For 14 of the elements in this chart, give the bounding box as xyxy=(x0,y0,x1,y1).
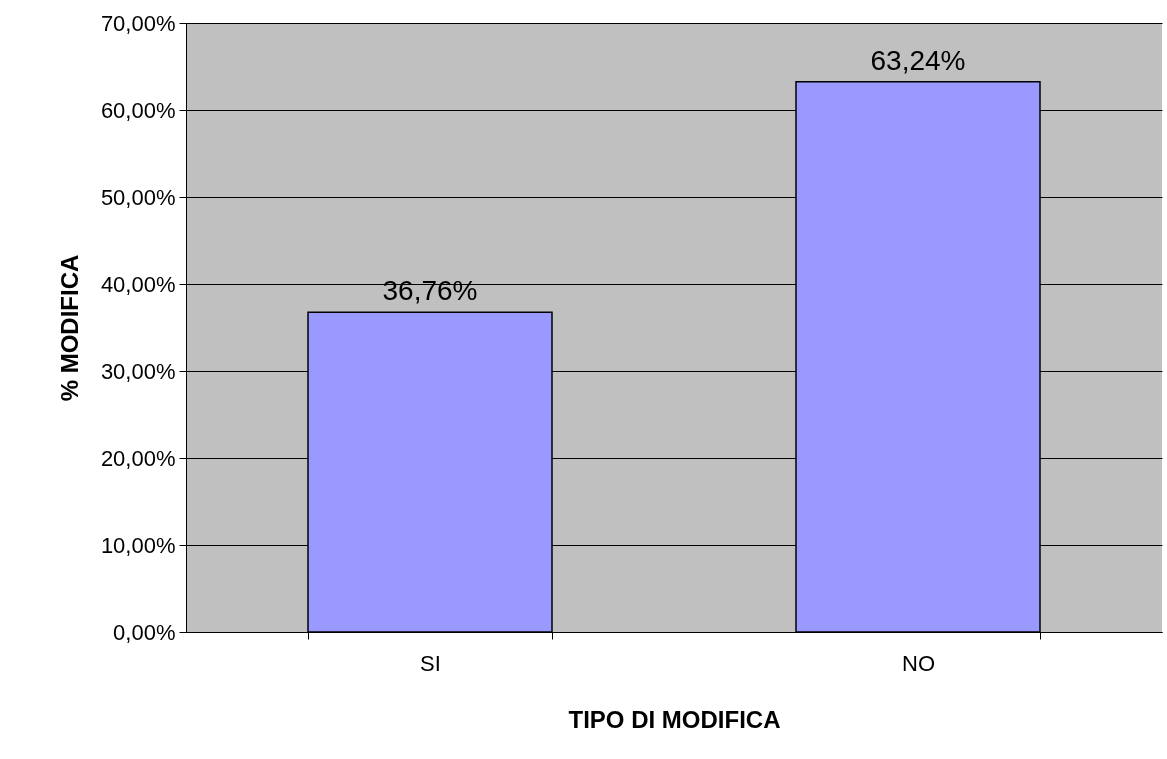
y-tick-label: 60,00% xyxy=(100,97,176,123)
y-tick-label: 0,00% xyxy=(113,619,176,645)
x-tick-label: SI xyxy=(420,650,441,676)
y-tick-label: 70,00% xyxy=(100,10,176,36)
y-axis-title: % MODIFICA xyxy=(55,254,83,402)
y-tick-label: 10,00% xyxy=(100,532,176,558)
y-tick-label: 20,00% xyxy=(100,445,176,471)
x-tick-label: NO xyxy=(902,650,935,676)
y-tick-label: 30,00% xyxy=(100,358,176,384)
x-axis-title: TIPO DI MODIFICA xyxy=(568,705,781,733)
y-tick-label: 50,00% xyxy=(100,184,176,210)
y-tick-label: 40,00% xyxy=(100,271,176,297)
text: 63,24% xyxy=(870,44,966,76)
text: 36,76% xyxy=(382,275,478,307)
